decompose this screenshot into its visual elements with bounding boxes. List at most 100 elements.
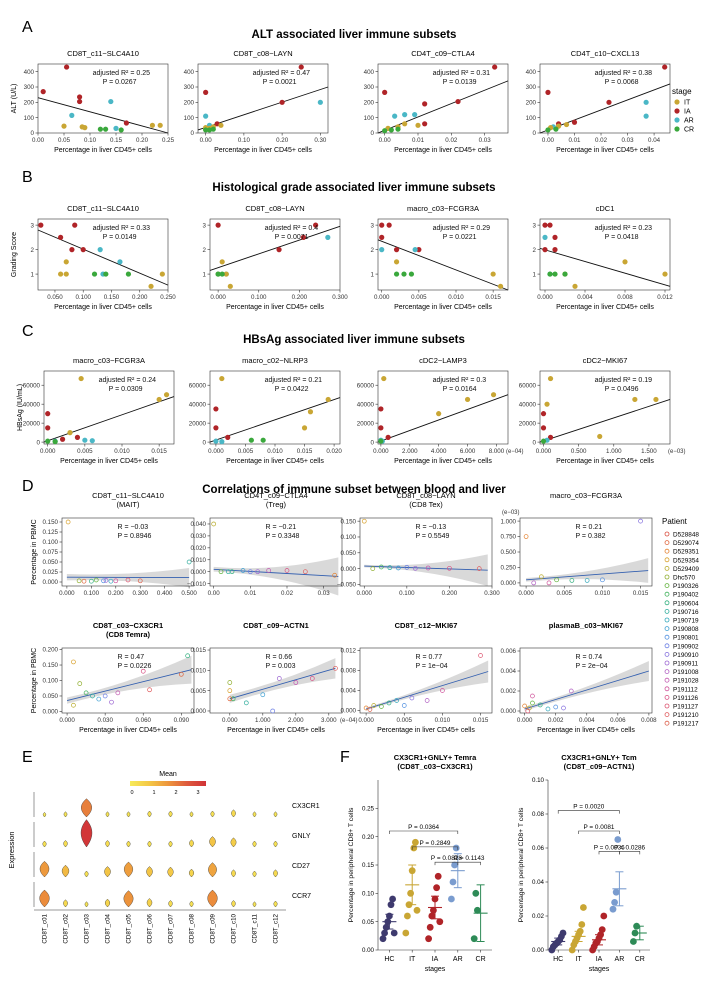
y-tick-label: −0.050 (337, 582, 357, 589)
x-tick-label: 0.30 (314, 137, 327, 144)
data-point (571, 119, 578, 125)
panel-title: CD8T_c03−CX3CR1 (93, 621, 163, 630)
data-point (108, 578, 114, 584)
y-tick-label: 400 (364, 69, 375, 76)
data-point (561, 705, 566, 711)
violin-shape (210, 810, 215, 818)
violin-shape (105, 840, 110, 848)
patient-legend-dot (664, 557, 670, 563)
patient-legend-label: D529409 (673, 566, 699, 573)
x-tick-label: 0.015 (485, 294, 501, 301)
scatter-panel-c1: macro_c03−FCGR3A 0.000 0.005 0.010 0.015 0 200… (17, 356, 175, 465)
data-point (379, 704, 384, 709)
data-point (38, 222, 44, 228)
data-point (63, 259, 69, 265)
data-point (580, 904, 587, 911)
y-tick-label: 0.015 (191, 647, 207, 654)
x-axis-label: Percentage in liver CD45+ cells (226, 304, 324, 311)
data-point (260, 692, 266, 698)
data-point (113, 125, 119, 131)
violin-shape (207, 889, 218, 908)
x-tick-label: 0.020 (326, 448, 342, 455)
scatter-panel-b4: cDC1 0.000 0.004 0.008 0.012 1 2 3 Percentage in… (533, 204, 674, 311)
data-point (313, 222, 319, 228)
comparison-p-value: P = 0.0286 (614, 844, 645, 851)
data-point (69, 247, 75, 253)
stat-label-p: P = 0.3348 (265, 533, 299, 540)
data-point (553, 704, 559, 710)
y-tick-label: 300 (364, 84, 375, 91)
stage-legend-label: CR (684, 127, 694, 134)
x-tick-label: 0.008 (641, 717, 657, 724)
data-point (472, 889, 480, 897)
panel-subtitle: (Treg) (266, 500, 287, 509)
patient-legend-label: Dhc570 (673, 575, 695, 582)
data-point (470, 935, 478, 943)
gene-label: CD27 (292, 863, 310, 870)
panel-title: cDC2−MKI67 (583, 356, 628, 365)
violin-shape (189, 839, 194, 848)
comparison-p-value: P = 0.2849 (420, 840, 451, 847)
scatter-panel-b1: CD8T_c11−SLC4A10 0.050 0.100 0.150 0.200 0.25… (11, 204, 176, 311)
violin-shape (189, 811, 194, 818)
cluster-label: CD8T_c03 (84, 913, 91, 943)
x-tick-label: 0.200 (292, 294, 308, 301)
x-axis-label: Percentage in liver CD45+ cells (79, 727, 177, 734)
plot-title: CX3CR1+GNLY+ Tcm (561, 753, 637, 762)
x-tick-label: 0.00 (208, 590, 221, 597)
data-point (401, 271, 407, 277)
data-point (542, 247, 548, 253)
data-point (76, 578, 82, 584)
data-point (452, 844, 460, 852)
data-point (219, 259, 225, 265)
y-tick-label: 0.06 (532, 845, 545, 852)
x-tick-label: 0.000 (210, 294, 226, 301)
regression-line (229, 667, 336, 700)
data-point (93, 577, 99, 583)
data-point (433, 884, 440, 892)
y-tick-label: 200 (24, 100, 35, 107)
data-point (598, 926, 606, 933)
y-tick-label: 0 (533, 130, 537, 137)
stage-legend-dot (674, 117, 680, 123)
data-point (425, 935, 432, 943)
data-point (412, 838, 419, 846)
stage-legend-dot (674, 99, 680, 105)
y-axis-label: Percentage in PBMC (31, 519, 38, 584)
x-tick-label: 0.200 (132, 294, 148, 301)
y-tick-label: 300 (24, 84, 35, 91)
stat-label-r: adjusted R² = 0.33 (93, 225, 151, 232)
data-point (218, 122, 224, 128)
stage-legend-label: AR (684, 118, 694, 125)
x-tick-label: 2.000 (288, 717, 304, 724)
data-point (71, 659, 76, 665)
violin-shape (42, 840, 47, 848)
y-tick-label: 0.100 (43, 539, 59, 546)
patient-legend-dot (664, 652, 670, 657)
y-tick-label: 0.050 (43, 693, 59, 700)
y-tick-label: 0.010 (191, 668, 207, 675)
patient-legend-label: P190402 (673, 592, 699, 599)
y-tick-label: 3 (533, 222, 537, 229)
violin-shape (105, 811, 110, 818)
y-tick-label: 0.000 (191, 569, 207, 576)
data-point (392, 113, 398, 119)
data-point (270, 708, 276, 714)
violin-shape (273, 840, 278, 848)
violin-shape (80, 819, 93, 848)
stat-label-r: R = 0.66 (265, 654, 292, 661)
data-point (402, 112, 408, 118)
data-point (404, 564, 410, 570)
mean-legend-bar (130, 781, 206, 786)
violin-shape (231, 869, 236, 878)
y-tick-label: 0.002 (501, 688, 517, 695)
data-point (434, 872, 442, 880)
panel-title: CD8T_c09−ACTN1 (243, 621, 309, 630)
x-axis-label: Percentage in liver CD45+ cells (394, 147, 492, 154)
violin-shape (147, 840, 152, 848)
data-point (455, 98, 461, 105)
x-tick-label: 0.004 (579, 717, 595, 724)
y-tick-label: 0.004 (501, 668, 517, 675)
stat-label-r: adjusted R² = 0.24 (99, 377, 157, 384)
x-tick-label: 0.01 (244, 590, 257, 597)
